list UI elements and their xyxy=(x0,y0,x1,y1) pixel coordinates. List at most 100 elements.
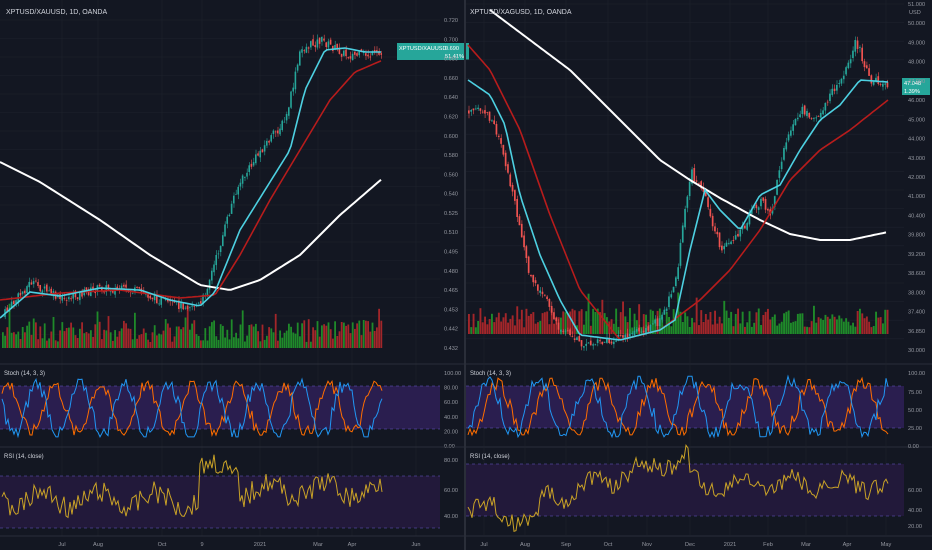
candle-body xyxy=(46,284,48,292)
volume-bar xyxy=(548,324,551,334)
candle-body xyxy=(98,284,101,287)
volume-bar xyxy=(26,325,28,348)
volume-bar xyxy=(543,312,546,334)
candle-body xyxy=(484,110,486,114)
volume-bar xyxy=(771,316,774,334)
candle-body xyxy=(6,307,8,312)
volume-bar xyxy=(204,328,207,348)
volume-bar xyxy=(707,319,710,334)
volume-bar xyxy=(283,332,286,348)
candle-body xyxy=(790,130,792,136)
candle-body xyxy=(815,117,817,119)
volume-bar xyxy=(737,308,739,334)
candle-body xyxy=(601,341,604,345)
volume-bar xyxy=(530,313,532,334)
candle-body xyxy=(511,185,514,192)
candle-body xyxy=(748,212,751,225)
y-tick-label: 45.000 xyxy=(908,117,925,123)
right-price-tag: 47.048 1.39% xyxy=(902,78,930,95)
y-tick-label: 46.000 xyxy=(908,98,925,104)
volume-bar xyxy=(365,320,367,348)
volume-bar xyxy=(160,334,163,348)
candle-body xyxy=(665,308,668,311)
candle-body xyxy=(677,267,679,279)
right-candles xyxy=(468,36,889,351)
volume-bar xyxy=(882,323,884,334)
volume-bar xyxy=(840,318,843,334)
candle-body xyxy=(859,47,861,48)
volume-bar xyxy=(85,332,88,348)
x-tick-label: Apr xyxy=(843,542,852,548)
candle-body xyxy=(612,341,615,345)
left-ma-mid-line xyxy=(0,60,382,301)
volume-bar xyxy=(74,335,77,348)
right-stoch-band xyxy=(466,386,904,428)
candle-body xyxy=(266,140,268,146)
volume-bar xyxy=(277,340,279,348)
volume-bar xyxy=(684,312,687,334)
volume-bar xyxy=(813,305,815,334)
candle-body xyxy=(318,37,321,44)
candle-body xyxy=(281,120,283,130)
volume-bar xyxy=(334,321,336,348)
candle-body xyxy=(631,333,633,335)
candle-body xyxy=(566,330,569,332)
volume-bar xyxy=(145,332,147,348)
volume-bar xyxy=(516,306,519,334)
candle-body xyxy=(767,208,769,211)
candle-body xyxy=(277,130,279,134)
volume-bar xyxy=(268,327,270,348)
volume-bar xyxy=(340,322,343,348)
volume-bar xyxy=(290,326,292,348)
y-tick-label: 25.00 xyxy=(908,426,922,432)
volume-bar xyxy=(98,321,101,348)
volume-bar xyxy=(116,336,119,348)
y-tick-label: 49.000 xyxy=(908,40,925,46)
x-tick-label: 2021 xyxy=(254,542,266,548)
candle-body xyxy=(246,172,248,177)
y-tick-label: 60.00 xyxy=(444,400,458,406)
left-price-tag-symbol: XPTUSD/XAUUSD xyxy=(399,46,447,52)
candle-body xyxy=(103,291,105,293)
candle-body xyxy=(587,342,590,344)
volume-bar xyxy=(92,336,94,348)
y-tick-label: 0.00 xyxy=(908,444,919,450)
volume-bar xyxy=(514,325,516,334)
volume-bar xyxy=(169,327,171,348)
candle-body xyxy=(338,48,341,54)
volume-bar xyxy=(562,311,565,334)
candle-body xyxy=(785,142,788,150)
volume-bar xyxy=(555,317,558,334)
candle-body xyxy=(323,38,325,41)
x-tick-label: 2021 xyxy=(724,542,736,548)
candle-body xyxy=(15,300,17,304)
right-price-tag-box xyxy=(902,78,930,95)
volume-bar xyxy=(259,341,262,348)
candle-body xyxy=(727,243,730,244)
candle-body xyxy=(702,187,705,192)
y-tick-label: 43.000 xyxy=(908,156,925,162)
volume-bar xyxy=(819,318,822,334)
y-tick-label: 30.000 xyxy=(908,348,925,354)
candle-body xyxy=(886,82,889,88)
volume-bar xyxy=(803,326,806,334)
candle-body xyxy=(810,118,813,119)
candle-body xyxy=(186,305,189,310)
candle-body xyxy=(268,140,270,143)
volume-bar xyxy=(189,329,191,348)
candle-body xyxy=(376,50,378,52)
candle-body xyxy=(707,197,709,208)
volume-bar xyxy=(76,338,79,348)
volume-bar xyxy=(744,326,746,334)
candle-body xyxy=(371,51,374,56)
candle-body xyxy=(610,341,613,344)
volume-bar xyxy=(845,318,848,334)
candle-body xyxy=(629,333,631,337)
candle-body xyxy=(486,112,489,113)
candle-body xyxy=(474,108,477,110)
candle-body xyxy=(72,292,74,299)
x-tick-label: Mar xyxy=(801,542,811,548)
right-rsi-band xyxy=(466,464,904,516)
candle-body xyxy=(125,284,127,288)
volume-bar xyxy=(138,335,141,348)
